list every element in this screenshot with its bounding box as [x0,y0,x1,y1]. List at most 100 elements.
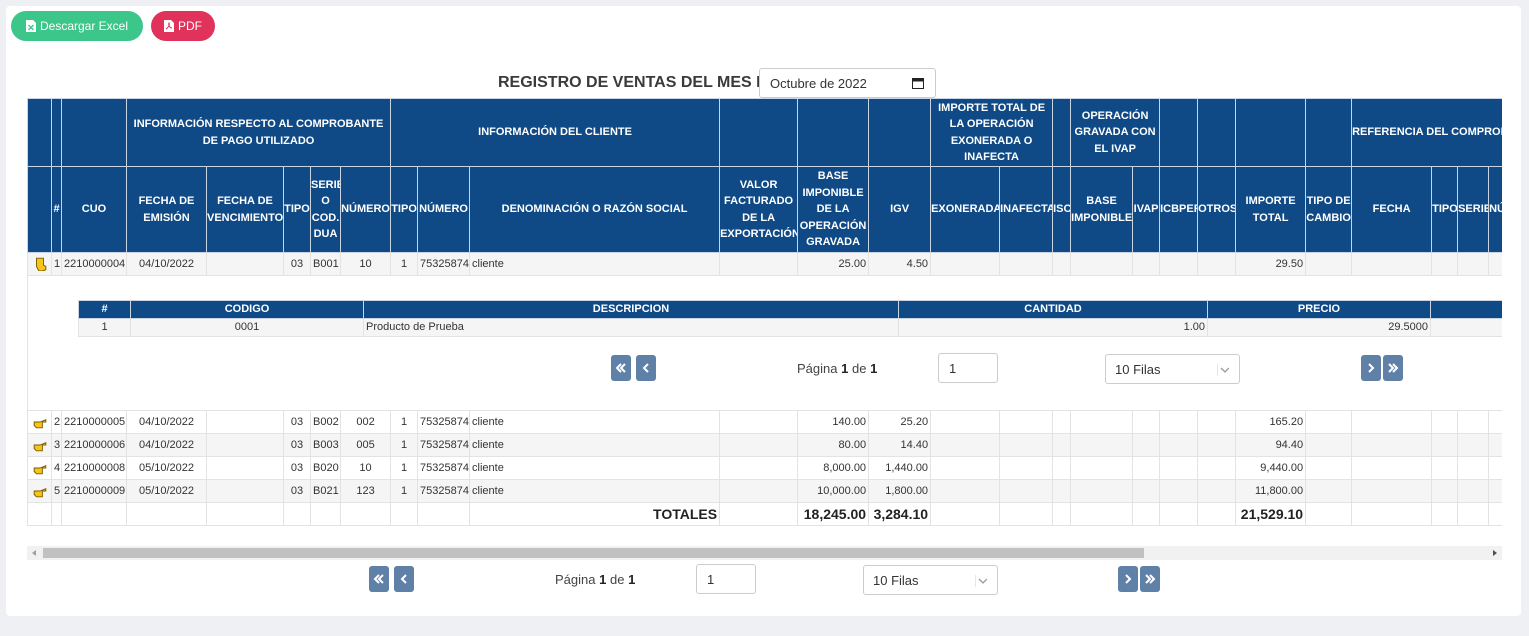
header-cell [1197,98,1237,167]
cell [206,456,284,480]
cell-text: 002 [356,416,375,428]
page-button[interactable] [611,355,631,381]
rows-select-value: 10 Filas [873,572,919,588]
detail-cell [1430,317,1502,337]
expand-toggle[interactable] [33,257,47,271]
cell [1431,456,1459,480]
rows-select[interactable]: 10 Filas [1105,354,1240,384]
scroll-thumb[interactable] [43,548,1144,558]
cell: 75325874 [417,410,471,434]
cell-text: 25.00 [838,258,867,270]
cell: 4.50 [868,252,932,276]
page-button[interactable] [1361,355,1381,381]
page-current: 1 [841,361,849,376]
column-header: ISC [1052,166,1072,253]
cell-text: B021 [313,485,339,497]
expand-toggle[interactable] [33,415,47,429]
pdf-label: PDF [178,19,202,33]
cell: 80.00 [797,433,870,457]
detail-cell: 1.00 [898,317,1208,337]
rows-select[interactable]: 10 Filas [863,565,998,595]
cell: B003 [310,433,341,457]
header-cell [719,98,799,167]
page-button[interactable] [369,566,389,592]
column-header-text: IGV [890,203,910,216]
cell: cliente [469,433,721,457]
totals-row: TOTALES 18,245.00 3,284.10 21,529.10 [27,502,1502,526]
cell [1457,410,1490,434]
expand-toggle[interactable] [33,484,47,498]
detail-data-row: 1 0001 Producto de Prueba 1.00 29.5000 [78,317,1502,337]
page-icon [642,363,649,373]
cell [1351,433,1433,457]
cell [1197,433,1237,457]
cell [126,502,207,526]
cell [1197,479,1237,503]
cell: 2210000004 [61,252,127,276]
page-input-value: 1 [707,571,715,587]
cell [1132,410,1161,434]
cell: 11,800.00 [1235,479,1307,503]
detail-header: DESCRIPCION [363,300,899,319]
page-button[interactable] [1140,566,1160,592]
column-header-text: IVAP [1133,203,1159,216]
detail-header-row: # CODIGO DESCRIPCION CANTIDAD PRECIO [78,300,1502,319]
cell-text: B001 [313,258,339,270]
cell-text: 21,529.10 [1240,506,1304,522]
cell-text: 123 [356,485,375,497]
column-header-text: DENOMINACIÓN O RAZÓN SOCIAL [501,203,688,216]
cell-text: 25.20 [900,416,929,428]
cell [930,479,1001,503]
header-cell [1052,98,1072,167]
cell [417,502,471,526]
page-input[interactable]: 1 [938,353,998,383]
cell: B021 [310,479,341,503]
rows-select-value: 10 Filas [1115,361,1161,377]
page-button[interactable] [394,566,414,592]
pdf-button[interactable]: PDF [151,11,215,41]
cell [27,433,52,457]
cell [1052,252,1072,276]
cell [1070,479,1134,503]
excel-button[interactable]: Descargar Excel [11,11,143,41]
column-header: SERIE O COD. DUA [310,166,341,253]
cell [310,502,341,526]
cell-text: cliente [472,485,504,497]
cell [1488,479,1502,503]
cell: 005 [339,433,392,457]
cell: 2210000009 [61,479,127,503]
cell [1305,456,1353,480]
cell-text: 2210000009 [64,485,126,497]
page-button[interactable] [636,355,656,381]
cell [1305,502,1353,526]
sales-table: INFORMACIÓN RESPECTO AL COMPROBANTE DE P… [27,98,1502,526]
expand-toggle[interactable] [33,461,47,475]
month-input[interactable]: Octubre de 2022 [759,68,936,98]
cell: 2210000005 [61,410,127,434]
cell: 25.00 [797,252,870,276]
cell: 21,529.10 [1235,502,1307,526]
scrollbar[interactable] [27,546,1502,560]
page-button[interactable] [1383,355,1403,381]
cell [51,502,62,526]
group-header-text: REFERENCIA DEL COMPROBANTE DE PAGO ORIGI… [1352,126,1502,139]
cell [1159,433,1199,457]
cell-text: 10,000.00 [817,485,867,497]
detail-text: 1 [101,321,108,333]
header-cell [868,98,932,167]
page-button[interactable] [1118,566,1138,592]
cell-text: 14.40 [900,439,929,451]
cell: 75325874 [417,433,471,457]
cell-text: 80.00 [838,439,867,451]
cell-text: 2210000004 [64,258,126,270]
cell [1488,433,1502,457]
detail-text: 0001 [234,321,260,333]
page-input[interactable]: 1 [696,564,756,594]
cell: 3,284.10 [868,502,932,526]
header-cell [27,98,52,167]
cell [1431,502,1459,526]
expand-toggle[interactable] [33,438,47,452]
page-icon [400,574,407,584]
page-of: de [609,572,625,587]
